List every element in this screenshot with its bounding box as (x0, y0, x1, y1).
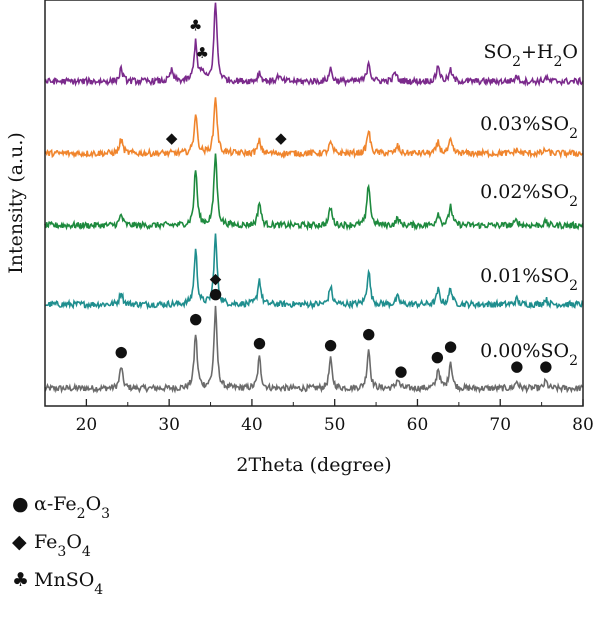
peak-markers: ●●●◆● ●●●●●● ●◆ ◆♣♣ (115, 16, 553, 380)
legend-label: α-Fe2O3 (34, 493, 110, 522)
subscript: 2 (569, 278, 578, 294)
label-part: +H (521, 41, 554, 63)
x-tick-label: 60 (407, 415, 429, 435)
phase-marker: ● (431, 347, 444, 365)
series-label: SO2+H2O (483, 41, 578, 70)
phase-marker: ◆ (210, 270, 222, 288)
series-line (44, 305, 584, 395)
x-axis-ticks: 20 30 40 50 60 70 80 (44, 399, 594, 435)
x-tick-label: 50 (324, 415, 346, 435)
series-label: 0.00%SO2 (480, 340, 578, 369)
label-part: O (86, 493, 102, 515)
label-part: O (66, 531, 82, 553)
x-tick-label: 40 (241, 415, 263, 435)
label-part: 0.02%SO (480, 181, 569, 203)
subscript: 4 (94, 582, 103, 598)
phase-marker: ● (209, 285, 222, 303)
subscript: 4 (82, 544, 91, 560)
phase-marker: ● (253, 334, 266, 352)
x-tick-label: 30 (158, 415, 180, 435)
x-tick-label: 70 (489, 415, 511, 435)
label-part: MnSO (34, 569, 94, 591)
series-label: 0.02%SO2 (480, 181, 578, 210)
subscript: 3 (57, 544, 66, 560)
legend-symbol: ♣ (12, 569, 29, 591)
phase-marker: ● (324, 335, 337, 353)
phase-marker: ● (444, 337, 457, 355)
legend-symbol: ◆ (12, 531, 27, 553)
y-axis-title: Intensity (a.u.) (5, 132, 27, 274)
label-part: α-Fe (34, 493, 77, 515)
phase-marker: ◆ (166, 129, 178, 147)
x-axis-title: 2Theta (degree) (236, 454, 391, 476)
label-part: 0.03%SO (480, 113, 569, 135)
subscript: 2 (569, 126, 578, 142)
series-line (44, 97, 584, 160)
phase-marker: ● (115, 343, 128, 361)
series-line (44, 2, 584, 88)
subscript: 2 (569, 353, 578, 369)
label-part: O (562, 41, 578, 63)
series-label: 0.03%SO2 (480, 113, 578, 142)
subscript: 2 (77, 506, 86, 522)
plot-frame (44, 0, 584, 407)
x-tick-label: 20 (76, 415, 98, 435)
subscript: 2 (569, 194, 578, 210)
series-line (44, 233, 584, 311)
legend-label: MnSO4 (34, 569, 103, 598)
series-label: 0.01%SO2 (480, 265, 578, 294)
label-part: Fe (34, 531, 57, 553)
subscript: 3 (101, 506, 110, 522)
subscript: 2 (512, 54, 521, 70)
phase-marker: ● (394, 362, 407, 380)
phase-marker: ◆ (275, 129, 287, 147)
subscript: 2 (554, 54, 563, 70)
phase-marker: ● (362, 325, 375, 343)
label-part: 0.00%SO (480, 340, 569, 362)
label-part: SO (483, 41, 512, 63)
phase-legend: ● α-Fe2O3◆ Fe3O4♣ MnSO4 (12, 493, 110, 598)
phase-marker: ● (510, 357, 523, 375)
phase-marker: ♣ (196, 44, 209, 62)
x-tick-label: 80 (572, 415, 594, 435)
phase-marker: ♣ (189, 16, 202, 34)
label-part: 0.01%SO (480, 265, 569, 287)
legend-label: Fe3O4 (34, 531, 91, 560)
series-group (44, 2, 584, 395)
legend-symbol: ● (12, 493, 29, 515)
phase-marker: ● (539, 357, 552, 375)
phase-marker: ● (189, 310, 202, 328)
series-line (44, 153, 584, 232)
